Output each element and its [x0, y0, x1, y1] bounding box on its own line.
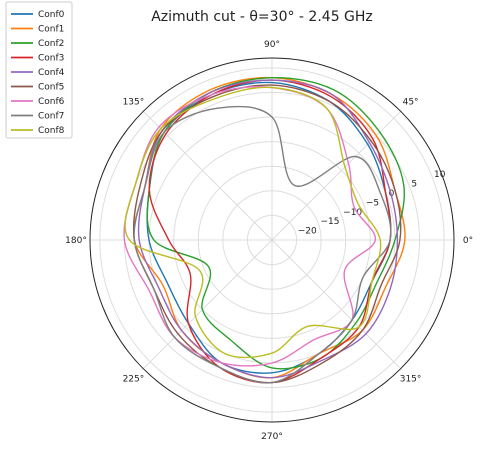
chart-title: Azimuth cut - θ=30° - 2.45 GHz	[151, 9, 373, 25]
series-line-conf7	[133, 105, 392, 384]
angle-tick-label: 135°	[123, 97, 145, 107]
radial-tick-label: 5	[411, 180, 417, 190]
legend-label: Conf2	[38, 39, 64, 49]
angle-grid-line	[142, 239, 273, 370]
radial-tick-label: 10	[434, 170, 446, 180]
legend-label: Conf1	[38, 25, 64, 35]
angle-tick-label: 225°	[123, 375, 145, 385]
legend-label: Conf7	[38, 112, 64, 122]
legend-label: Conf5	[38, 83, 64, 93]
legend-label: Conf4	[38, 68, 65, 78]
angle-tick-label: 270°	[261, 432, 283, 442]
series-line-conf8	[124, 86, 382, 359]
legend: Conf0 Conf1 Conf2 Conf3 Conf4 Conf5 Conf6 Conf7…	[5, 1, 73, 139]
angle-grid-line	[271, 239, 402, 370]
radial-tick-label: −15	[320, 217, 339, 227]
angle-tick-labels: 0° 45° 90° 135° 180° 225° 270° 315°	[65, 40, 473, 442]
angle-tick-label: 90°	[264, 40, 280, 50]
series-lines	[123, 76, 406, 384]
angle-tick-label: 45°	[403, 97, 419, 107]
radial-tick-label: −10	[343, 208, 362, 218]
legend-label: Conf3	[38, 54, 64, 64]
legend-label: Conf8	[38, 126, 65, 136]
legend-box	[5, 1, 73, 139]
outer-frame	[89, 57, 455, 423]
angle-tick-label: 0°	[463, 236, 473, 246]
angle-grid-line	[142, 110, 273, 241]
angle-tick-label: 180°	[65, 236, 87, 246]
radial-tick-label: −5	[366, 198, 379, 208]
legend-label: Conf6	[38, 97, 65, 107]
legend-label: Conf0	[38, 10, 65, 20]
radial-tick-label: −20	[298, 227, 317, 237]
angle-tick-label: 315°	[400, 375, 422, 385]
angle-grid-line	[271, 110, 402, 241]
series-line-conf6	[123, 86, 377, 367]
